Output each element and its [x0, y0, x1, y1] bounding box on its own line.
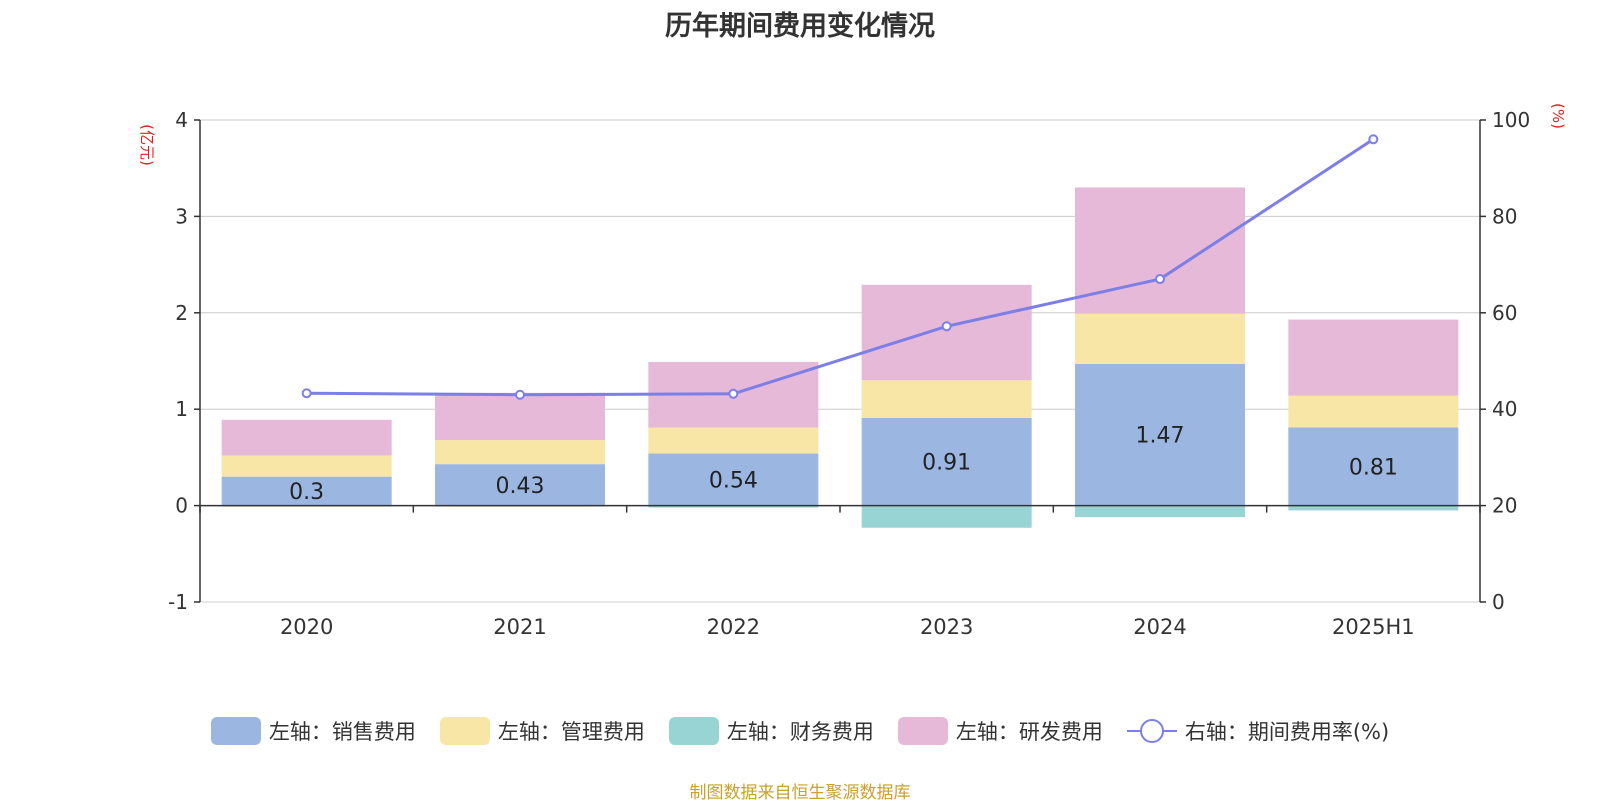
- legend-swatch: [668, 717, 719, 745]
- rate-point: [301, 388, 312, 399]
- bar-segment: [648, 505, 819, 508]
- rate-point: [728, 388, 739, 399]
- y-left-tick-label: 1: [175, 397, 188, 421]
- legend-swatch: [439, 717, 490, 745]
- bar-data-label: 0.54: [709, 469, 758, 494]
- y-right-tick-label: 80: [1492, 204, 1517, 228]
- x-tick-label: 2021: [493, 615, 546, 639]
- bar-segment: [221, 419, 392, 456]
- legend-label: 右轴：期间费用率(%): [1184, 720, 1390, 744]
- bar-data-label: 0.91: [922, 451, 971, 476]
- y-left-tick-label: 4: [175, 108, 188, 132]
- rate-line: [306, 138, 1375, 397]
- bar-data-label: 1.47: [1136, 424, 1185, 449]
- legend-item[interactable]: 左轴：财务费用: [668, 716, 874, 746]
- bar-segment: [1288, 319, 1459, 396]
- y-left-tick-label: 0: [175, 494, 188, 518]
- legend-item[interactable]: 左轴：销售费用: [210, 716, 416, 746]
- bar-segment: [1288, 427, 1459, 506]
- x-tick-label: 2023: [920, 615, 973, 639]
- source-note: 制图数据来自恒生聚源数据库: [689, 783, 911, 803]
- y-left-axis-label: (亿元): [138, 124, 156, 166]
- chart-title: 历年期间费用变化情况: [665, 11, 935, 42]
- legend-label: 左轴：销售费用: [268, 720, 416, 744]
- legend-label: 左轴：研发费用: [955, 720, 1103, 744]
- y-right-tick-label: 0: [1492, 590, 1505, 614]
- bar-segment: [1075, 187, 1245, 314]
- y-right-tick-label: 20: [1492, 494, 1517, 518]
- legend-item[interactable]: 左轴：管理费用: [439, 716, 645, 746]
- legend-swatch: [897, 717, 948, 745]
- legend-line-swatch: [1126, 717, 1177, 745]
- bar-data-label: 0.81: [1349, 456, 1398, 481]
- bar-segment: [861, 417, 1032, 506]
- y-left-tick-label: -1: [168, 590, 188, 614]
- bar-segment: [1075, 505, 1245, 518]
- rate-point: [1155, 274, 1165, 285]
- bar-segment: [861, 284, 1032, 381]
- y-right-tick-label: 40: [1492, 397, 1517, 421]
- legend-label: 左轴：管理费用: [497, 720, 645, 744]
- x-tick-label: 2020: [280, 615, 333, 639]
- bar-segment: [435, 440, 605, 465]
- x-tick-label: 2024: [1133, 615, 1186, 639]
- y-right-axis-label: (%): [1549, 103, 1567, 129]
- y-right-tick-label: 100: [1492, 108, 1530, 132]
- bar-segment: [648, 427, 819, 454]
- legend-label: 左轴：财务费用: [726, 720, 874, 744]
- bar-segment: [435, 392, 605, 441]
- bar-segment: [1288, 505, 1459, 511]
- bar-segment: [648, 453, 819, 506]
- bar-data-label: 0.3: [289, 480, 324, 505]
- y-left-tick-label: 2: [175, 301, 188, 325]
- bar-segment: [1075, 313, 1245, 364]
- rate-point: [1368, 134, 1379, 145]
- legend-swatch: [210, 717, 261, 745]
- bar-segment: [1288, 395, 1459, 428]
- x-tick-label: 2022: [707, 615, 760, 639]
- legend-item[interactable]: 左轴：研发费用: [897, 716, 1103, 746]
- rate-point: [515, 389, 525, 400]
- bar-data-label: 0.43: [496, 474, 545, 499]
- legend-item[interactable]: 右轴：期间费用率(%): [1126, 716, 1390, 746]
- y-left-tick-label: 3: [175, 204, 188, 228]
- bar-segment: [435, 464, 605, 506]
- x-tick-label: 2025H1: [1332, 615, 1415, 639]
- bar-segment: [861, 380, 1032, 418]
- bar-segment: [221, 455, 392, 477]
- bar-segment: [221, 476, 392, 506]
- chart-legend: 左轴：销售费用 左轴：管理费用 左轴：财务费用 左轴：研发费用 右轴：期间费用率(%): [0, 716, 1600, 746]
- bar-segment: [1075, 363, 1245, 506]
- y-right-tick-label: 60: [1492, 301, 1517, 325]
- bar-segment: [861, 505, 1032, 528]
- rate-point: [941, 321, 952, 332]
